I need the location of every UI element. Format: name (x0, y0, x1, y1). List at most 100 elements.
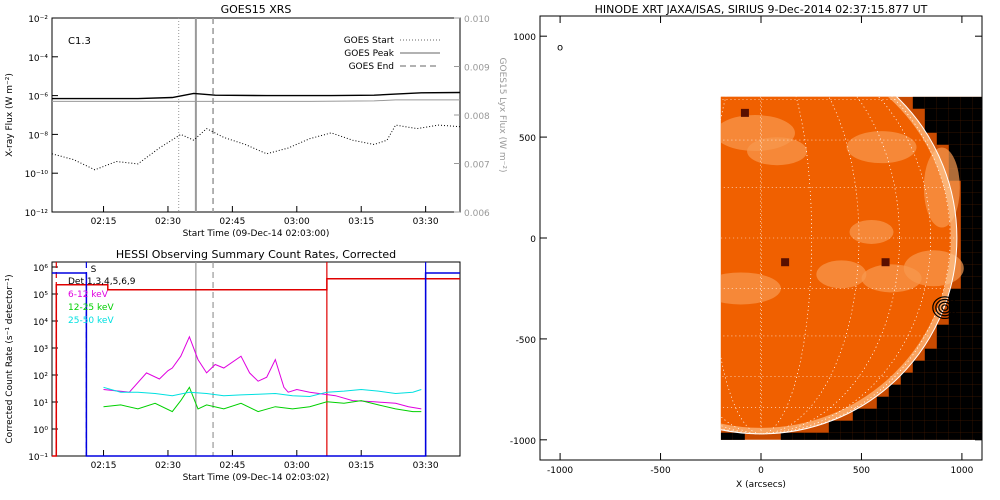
corona-block (960, 252, 973, 265)
x-tick-label: 02:45 (219, 217, 245, 227)
y2-axis-label: GOES15 Lyx Flux (W m⁻²) (497, 58, 507, 173)
x-tick-label: -500 (650, 466, 671, 476)
corona-block (960, 420, 973, 433)
corona-block (792, 432, 805, 440)
x-tick-label: -1000 (547, 466, 573, 476)
y-tick-label: 10⁻¹ (28, 453, 48, 463)
corona-block (936, 132, 949, 145)
corona-block (972, 300, 982, 313)
chart-title: HESSI Observing Summary Count Rates, Cor… (116, 248, 396, 261)
corona-block (900, 384, 913, 397)
y-tick-label: 10² (33, 372, 48, 382)
longitude-line (720, 96, 860, 435)
corona-block (864, 408, 877, 421)
x-tick-label: 03:15 (348, 461, 374, 471)
corona-block (888, 408, 901, 421)
y-tick-label: 10⁵ (33, 291, 48, 301)
corona-block (720, 432, 733, 440)
y-tick-label: 10⁴ (33, 318, 48, 328)
goes-series-1 (52, 99, 460, 102)
corona-block (948, 288, 961, 301)
hessi-series-4 (52, 272, 460, 457)
corona-block (924, 408, 937, 421)
corona-block (876, 396, 889, 409)
corona-block (864, 420, 877, 433)
corona-block (780, 432, 793, 440)
corona-block (936, 420, 949, 433)
x-tick-label: 02:15 (91, 217, 117, 227)
corona-block (900, 408, 913, 421)
longitude-line (720, 96, 931, 435)
corona-block (948, 348, 961, 361)
plot-frame (51, 261, 461, 457)
corona-block (948, 96, 961, 109)
dark-spot (740, 108, 749, 117)
y2-tick-label: 0.010 (464, 15, 490, 25)
corona-block (876, 420, 889, 433)
bright-region (849, 219, 894, 244)
hessi-series-3 (52, 277, 460, 457)
flare-contour (941, 304, 949, 311)
y-tick-label: 10⁰ (33, 426, 48, 436)
corona-block (960, 288, 973, 301)
corona-block (948, 132, 961, 145)
corona-block (960, 228, 973, 241)
y-axis-label: X-ray Flux (W m⁻²) (5, 73, 15, 157)
corona-block (840, 420, 853, 433)
corona-block (972, 264, 982, 277)
goes-series-0 (52, 91, 461, 100)
x-tick-label: 03:00 (284, 461, 310, 471)
corona-block (924, 120, 937, 133)
corona-block (804, 432, 817, 440)
corona-block (912, 360, 925, 373)
legend-label: 12-25 keV (68, 303, 114, 313)
y2-tick-label: 0.009 (464, 64, 490, 74)
y-tick-label: 10⁻² (28, 15, 48, 25)
corona-block (972, 372, 982, 385)
corona-block (936, 372, 949, 385)
corona-block (888, 396, 901, 409)
corona-block (936, 348, 949, 361)
corona-block (732, 432, 745, 440)
corona-block (960, 408, 973, 421)
corona-block (960, 432, 973, 440)
corona-block (948, 120, 961, 133)
corona-block (972, 144, 982, 157)
corona-block (972, 324, 982, 337)
bright-region (720, 272, 781, 305)
corona-block (924, 420, 937, 433)
corona-block (912, 408, 925, 421)
corona-block (972, 384, 982, 397)
corona-block (960, 348, 973, 361)
corona-block (960, 372, 973, 385)
corona-block (972, 420, 982, 433)
corona-block (924, 108, 937, 121)
corona-block (828, 420, 841, 433)
corona-block (948, 396, 961, 409)
y-tick-label: 10¹ (33, 399, 48, 409)
x-tick-label: 03:15 (348, 217, 374, 227)
chart-title: GOES15 XRS (221, 3, 292, 16)
corona-block (936, 432, 949, 440)
corona-block (960, 360, 973, 373)
corona-block (948, 372, 961, 385)
corona-block (948, 408, 961, 421)
corona-block (960, 168, 973, 181)
corona-block (972, 252, 982, 265)
corona-block (972, 168, 982, 181)
hessi-series-1 (103, 386, 422, 413)
y-tick-label: -1000 (510, 437, 536, 447)
legend-label: 6-12 keV (68, 290, 109, 300)
corona-block (972, 348, 982, 361)
flare-contour (932, 296, 958, 320)
corona-block (936, 96, 949, 109)
corona-block (936, 396, 949, 409)
bright-region (747, 137, 808, 166)
corona-block (936, 324, 949, 337)
corona-block (960, 264, 973, 277)
corona-block (948, 144, 961, 157)
hessi-series-0 (103, 335, 422, 410)
corona-block (960, 240, 973, 253)
corona-block (972, 204, 982, 217)
corona-block (972, 120, 982, 133)
